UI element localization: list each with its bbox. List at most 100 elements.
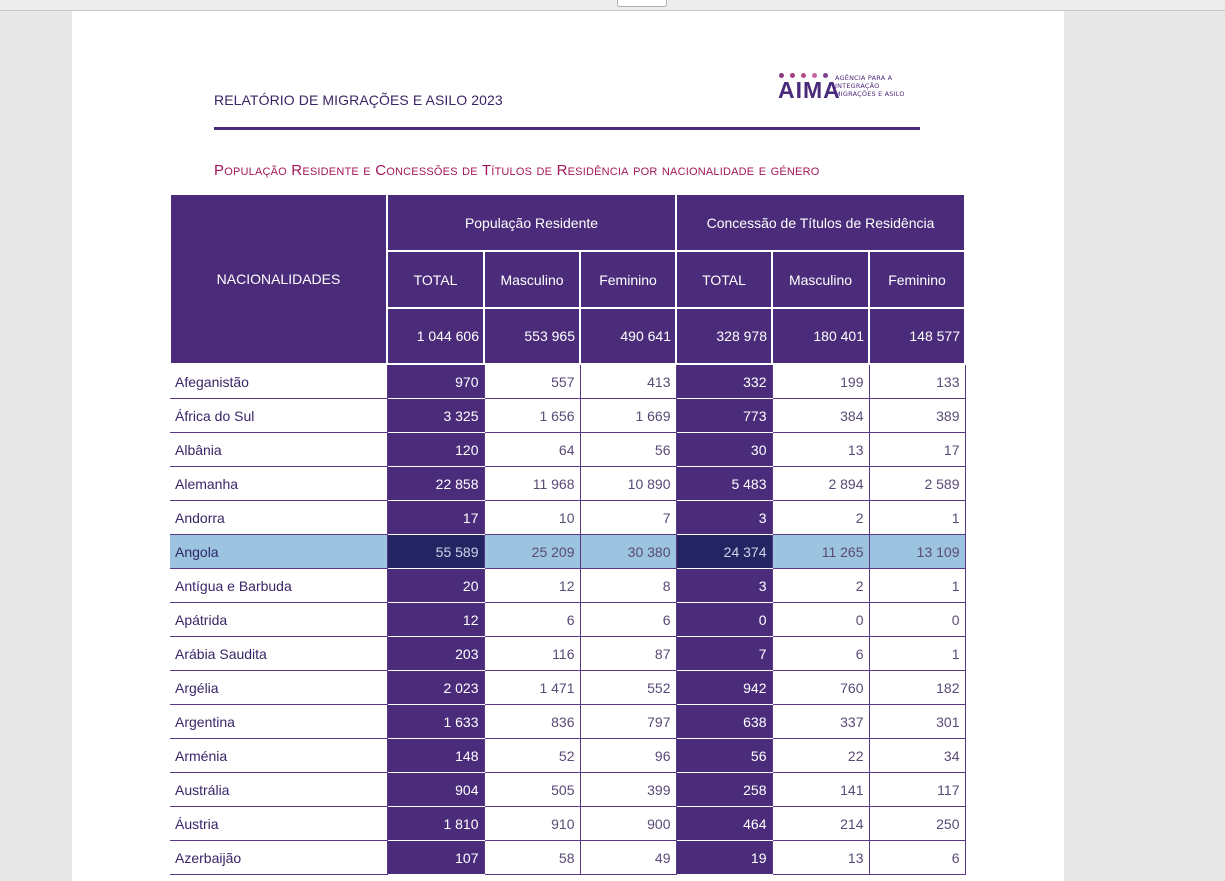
permits-total-cell: 3 [676, 500, 773, 535]
subheader-permits-total: TOTAL [675, 250, 773, 309]
permits-male-cell: 6 [772, 636, 870, 671]
grand-total-resident-female: 490 641 [579, 307, 677, 365]
country-name: Argentina [170, 704, 388, 739]
table-row[interactable]: África do Sul 3 325 1 656 1 669 773 384 389 [170, 398, 966, 433]
logo-tagline-line: INTEGRAÇÃO [835, 82, 880, 90]
resident-female-cell: 552 [580, 670, 677, 705]
aima-logo: AIMA AGÊNCIA PARA A INTEGRAÇÃO MIGRAÇÕES… [778, 71, 928, 105]
subheader-permits-male: Masculino [771, 250, 870, 309]
header-resident-population: População Residente [386, 193, 677, 252]
grand-total-resident: 1 044 606 [386, 307, 485, 365]
resident-total-cell: 17 [387, 500, 485, 535]
table-row[interactable]: Andorra 17 10 7 3 2 1 [170, 500, 966, 535]
permits-male-cell: 13 [772, 840, 870, 875]
resident-female-cell: 87 [580, 636, 677, 671]
permits-female-cell: 34 [869, 738, 966, 773]
grand-total-permits: 328 978 [675, 307, 773, 365]
permits-female-cell: 1 [869, 500, 966, 535]
permits-male-cell: 141 [772, 772, 870, 807]
country-name: África do Sul [170, 398, 388, 433]
permits-female-cell: 13 109 [869, 534, 966, 569]
resident-total-cell: 1 633 [387, 704, 485, 739]
resident-total-cell: 120 [387, 432, 485, 467]
permits-male-cell: 13 [772, 432, 870, 467]
resident-male-cell: 52 [484, 738, 581, 773]
grand-total-permits-female: 148 577 [868, 307, 966, 365]
country-name: Áustria [170, 806, 388, 841]
resident-total-cell: 12 [387, 602, 485, 637]
logo-dot [779, 73, 784, 78]
permits-total-cell: 638 [676, 704, 773, 739]
table-row[interactable]: Afeganistão 970 557 413 332 199 133 [170, 364, 966, 399]
permits-male-cell: 384 [772, 398, 870, 433]
resident-female-cell: 56 [580, 432, 677, 467]
permits-total-cell: 19 [676, 840, 773, 875]
title-divider [214, 127, 920, 130]
resident-male-cell: 1 656 [484, 398, 581, 433]
resident-male-cell: 505 [484, 772, 581, 807]
table-row[interactable]: Alemanha 22 858 11 968 10 890 5 483 2 894 2 58… [170, 466, 966, 501]
resident-female-cell: 30 380 [580, 534, 677, 569]
resident-male-cell: 25 209 [484, 534, 581, 569]
country-name: Arménia [170, 738, 388, 773]
permits-female-cell: 1 [869, 568, 966, 603]
table-row[interactable]: Antígua e Barbuda 20 12 8 3 2 1 [170, 568, 966, 603]
table-row[interactable]: Angola 55 589 25 209 30 380 24 374 11 265 13 1… [170, 534, 966, 569]
viewer-toolbar [0, 0, 1225, 11]
table-row[interactable]: Albânia 120 64 56 30 13 17 [170, 432, 966, 467]
header-nationalities: NACIONALIDADES [169, 193, 388, 365]
permits-total-cell: 3 [676, 568, 773, 603]
nationality-table: NACIONALIDADES População Residente Conce… [169, 193, 966, 875]
country-name: Apátrida [170, 602, 388, 637]
country-name: Azerbaijão [170, 840, 388, 875]
logo-dot [812, 73, 817, 78]
permits-total-cell: 773 [676, 398, 773, 433]
resident-total-cell: 22 858 [387, 466, 485, 501]
resident-total-cell: 970 [387, 364, 485, 399]
report-title: RELATÓRIO DE MIGRAÇÕES E ASILO 2023 [214, 92, 503, 108]
resident-male-cell: 910 [484, 806, 581, 841]
resident-female-cell: 399 [580, 772, 677, 807]
resident-male-cell: 11 968 [484, 466, 581, 501]
resident-male-cell: 6 [484, 602, 581, 637]
permits-total-cell: 24 374 [676, 534, 773, 569]
permits-female-cell: 182 [869, 670, 966, 705]
resident-total-cell: 904 [387, 772, 485, 807]
permits-total-cell: 942 [676, 670, 773, 705]
resident-total-cell: 203 [387, 636, 485, 671]
logo-tagline-line: MIGRAÇÕES E ASILO [835, 90, 905, 98]
permits-male-cell: 337 [772, 704, 870, 739]
table-row[interactable]: Argélia 2 023 1 471 552 942 760 182 [170, 670, 966, 705]
resident-total-cell: 1 810 [387, 806, 485, 841]
resident-total-cell: 2 023 [387, 670, 485, 705]
logo-tagline: AGÊNCIA PARA A INTEGRAÇÃO MIGRAÇÕES E AS… [835, 74, 905, 98]
table-row[interactable]: Arménia 148 52 96 56 22 34 [170, 738, 966, 773]
table-row[interactable]: Arábia Saudita 203 116 87 7 6 1 [170, 636, 966, 671]
permits-total-cell: 7 [676, 636, 773, 671]
country-name: Alemanha [170, 466, 388, 501]
table-row[interactable]: Austrália 904 505 399 258 141 117 [170, 772, 966, 807]
table-row[interactable]: Apátrida 12 6 6 0 0 0 [170, 602, 966, 637]
subheader-permits-female: Feminino [868, 250, 966, 309]
logo-dot [823, 73, 828, 78]
logo-dot [790, 73, 795, 78]
table-row[interactable]: Áustria 1 810 910 900 464 214 250 [170, 806, 966, 841]
subheader-resident-female: Feminino [579, 250, 677, 309]
permits-male-cell: 2 894 [772, 466, 870, 501]
resident-female-cell: 96 [580, 738, 677, 773]
resident-female-cell: 7 [580, 500, 677, 535]
permits-male-cell: 199 [772, 364, 870, 399]
permits-female-cell: 17 [869, 432, 966, 467]
table-row[interactable]: Argentina 1 633 836 797 638 337 301 [170, 704, 966, 739]
permits-female-cell: 389 [869, 398, 966, 433]
permits-female-cell: 6 [869, 840, 966, 875]
country-name: Argélia [170, 670, 388, 705]
toolbar-handle[interactable] [617, 0, 667, 7]
resident-female-cell: 6 [580, 602, 677, 637]
permits-total-cell: 0 [676, 602, 773, 637]
resident-male-cell: 116 [484, 636, 581, 671]
permits-total-cell: 5 483 [676, 466, 773, 501]
resident-female-cell: 900 [580, 806, 677, 841]
permits-female-cell: 301 [869, 704, 966, 739]
table-row[interactable]: Azerbaijão 107 58 49 19 13 6 [170, 840, 966, 875]
